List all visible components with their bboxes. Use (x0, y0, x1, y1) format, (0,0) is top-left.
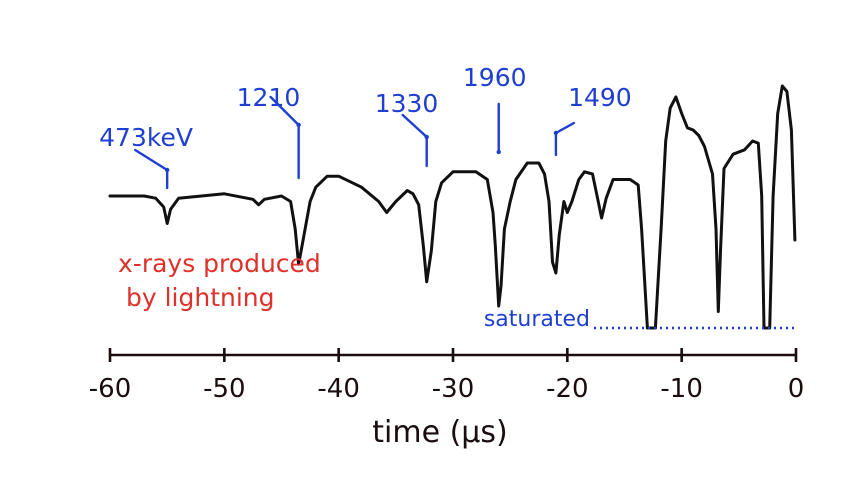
peak-label-4: 1490 (553, 83, 632, 157)
signal-group (108, 84, 797, 330)
peak-label-text-1: 1210 (237, 83, 301, 112)
saturation-label: saturated (484, 307, 590, 332)
peak-marker-1 (296, 122, 301, 128)
x-axis: -60 -50 -40 -30 -20 -10 0 (89, 348, 805, 404)
x-tick-label-0: -60 (89, 374, 131, 404)
peak-label-text-4: 1490 (568, 83, 632, 112)
peak-label-3: 1960 (463, 63, 527, 155)
annotation-group: x-rays produced by lightning (118, 249, 321, 312)
saturation-group: saturated (484, 307, 796, 332)
peak-marker-3 (496, 149, 501, 155)
peak-leader-2 (401, 113, 428, 168)
peak-marker-0 (164, 167, 170, 173)
signal-trace-0 (108, 84, 797, 330)
peak-label-0: 473keV (99, 123, 193, 190)
peak-marker-4 (553, 130, 559, 136)
x-tick-label-6: 0 (788, 374, 805, 404)
x-tick-label-5: -10 (660, 374, 702, 404)
x-axis-title: time (μs) (372, 415, 507, 450)
peak-label-text-2: 1330 (375, 89, 439, 118)
peak-leader-4 (554, 121, 576, 157)
peak-label-2: 1330 (375, 89, 439, 168)
peak-marker-2 (424, 134, 429, 140)
x-tick-label-4: -20 (546, 374, 588, 404)
x-tick-label-3: -30 (432, 374, 474, 404)
peak-labels-group: 473keV 1210 1330 1960 1490 (99, 63, 632, 190)
x-tick-label-2: -40 (317, 374, 359, 404)
peak-label-text-3: 1960 (463, 63, 527, 92)
x-tick-label-1: -50 (203, 374, 245, 404)
annotation-line-2: by lightning (126, 283, 275, 312)
annotation-line-1: x-rays produced (118, 249, 321, 278)
peak-label-1: 1210 (237, 83, 301, 180)
peak-label-text-0: 473keV (99, 123, 193, 152)
peak-leader-0 (133, 148, 169, 190)
